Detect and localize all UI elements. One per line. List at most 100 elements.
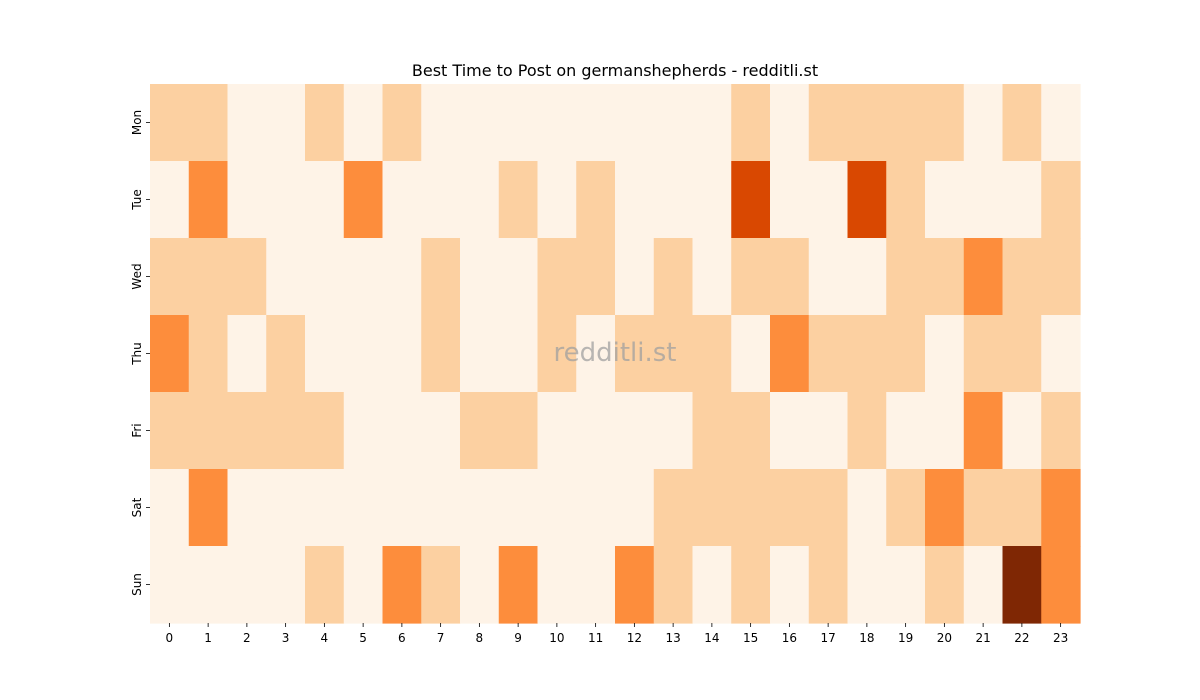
- heatmap-cell-sun-13: [653, 546, 694, 624]
- heatmap-cell-tue-7: [421, 161, 461, 239]
- y-tick-label-sun: Sun: [130, 573, 144, 596]
- heatmap-cell-tue-5: [343, 161, 384, 239]
- heatmap-cell-sat-15: [731, 469, 771, 547]
- heatmap-cell-sun-0: [150, 546, 190, 624]
- heatmap-cell-sun-4: [305, 546, 345, 624]
- heatmap-cell-sun-15: [731, 546, 771, 624]
- x-tick-label-18: 18: [859, 631, 874, 645]
- heatmap-cell-tue-10: [537, 161, 577, 239]
- heatmap-cell-wed-4: [305, 238, 345, 316]
- heatmap-cell-fri-21: [963, 392, 1004, 470]
- heatmap-cell-tue-17: [808, 161, 849, 239]
- heatmap-cell-fri-16: [770, 392, 810, 470]
- heatmap-cell-wed-13: [653, 238, 694, 316]
- heatmap-cell-fri-15: [731, 392, 771, 470]
- heatmap-cell-tue-19: [886, 161, 926, 239]
- heatmap-cell-fri-19: [886, 392, 926, 470]
- heatmap-cell-fri-23: [1041, 392, 1081, 470]
- heatmap-cell-sat-17: [808, 469, 849, 547]
- heatmap-cell-thu-8: [460, 315, 500, 393]
- heatmap-cell-fri-6: [382, 392, 422, 470]
- x-tick-label-16: 16: [782, 631, 797, 645]
- heatmap-cell-mon-22: [1002, 84, 1042, 162]
- heatmap-cell-tue-21: [963, 161, 1004, 239]
- heatmap-cell-wed-20: [925, 238, 965, 316]
- heatmap-cell-sun-6: [382, 546, 422, 624]
- heatmap-cell-thu-20: [925, 315, 965, 393]
- heatmap-cell-thu-11: [576, 315, 616, 393]
- x-tick-label-0: 0: [166, 631, 174, 645]
- heatmap-cell-wed-1: [188, 238, 229, 316]
- heatmap-cell-thu-13: [653, 315, 694, 393]
- x-tick-label-8: 8: [476, 631, 484, 645]
- heatmap-cell-mon-14: [692, 84, 732, 162]
- y-tick-label-fri: Fri: [130, 423, 144, 437]
- heatmap-cell-thu-18: [847, 315, 887, 393]
- x-tick-label-22: 22: [1014, 631, 1029, 645]
- heatmap-cell-fri-20: [925, 392, 965, 470]
- heatmap-cell-sun-1: [188, 546, 229, 624]
- y-tick-label-wed: Wed: [130, 263, 144, 289]
- heatmap-cell-sun-16: [770, 546, 810, 624]
- heatmap-cell-tue-12: [615, 161, 655, 239]
- heatmap-cell-thu-22: [1002, 315, 1042, 393]
- heatmap-cell-sun-21: [963, 546, 1004, 624]
- heatmap-cell-mon-6: [382, 84, 422, 162]
- heatmap-cell-mon-8: [460, 84, 500, 162]
- heatmap-cell-tue-4: [305, 161, 345, 239]
- x-tick-label-11: 11: [588, 631, 603, 645]
- heatmap-cell-mon-9: [498, 84, 539, 162]
- heatmap-cell-thu-19: [886, 315, 926, 393]
- heatmap-cell-wed-22: [1002, 238, 1042, 316]
- heatmap-cell-sun-3: [266, 546, 306, 624]
- heatmap-cell-mon-17: [808, 84, 849, 162]
- y-axis: Mon Tue Wed Thu Fri Sat Sun: [130, 110, 150, 596]
- heatmap-cell-thu-14: [692, 315, 732, 393]
- x-tick-label-13: 13: [665, 631, 680, 645]
- heatmap-cell-wed-21: [963, 238, 1004, 316]
- heatmap-cell-tue-6: [382, 161, 422, 239]
- heatmap-cell-sat-11: [576, 469, 616, 547]
- heatmap-cell-wed-18: [847, 238, 887, 316]
- heatmap-cell-fri-14: [692, 392, 732, 470]
- heatmap-cell-thu-3: [266, 315, 306, 393]
- x-tick-label-15: 15: [743, 631, 758, 645]
- heatmap-cell-sat-5: [343, 469, 384, 547]
- heatmap-cell-fri-9: [498, 392, 539, 470]
- heatmap-cell-fri-18: [847, 392, 887, 470]
- heatmap-cell-tue-22: [1002, 161, 1042, 239]
- x-tick-label-23: 23: [1053, 631, 1068, 645]
- heatmap-cell-thu-1: [188, 315, 229, 393]
- heatmap-cell-sat-0: [150, 469, 190, 547]
- heatmap-cell-sat-3: [266, 469, 306, 547]
- heatmap-cell-tue-3: [266, 161, 306, 239]
- heatmap-cell-sun-17: [808, 546, 849, 624]
- heatmap-cell-wed-9: [498, 238, 539, 316]
- heatmap-cell-thu-15: [731, 315, 771, 393]
- heatmap-cell-fri-3: [266, 392, 306, 470]
- heatmap-cell-mon-15: [731, 84, 771, 162]
- heatmap-cell-sun-22: [1002, 546, 1042, 624]
- heatmap-cell-sun-19: [886, 546, 926, 624]
- x-tick-label-12: 12: [627, 631, 642, 645]
- heatmap-cell-sat-6: [382, 469, 422, 547]
- x-axis: 0 1 2 3 4 5 6 7 8 9 10 11 12 13 14 15 16 17 18 19 20 21 22 23: [166, 623, 1068, 645]
- heatmap-cell-fri-2: [227, 392, 267, 470]
- heatmap-cell-sat-12: [615, 469, 655, 547]
- x-tick-label-20: 20: [937, 631, 952, 645]
- heatmap-cell-tue-11: [576, 161, 616, 239]
- heatmap-cell-wed-3: [266, 238, 306, 316]
- heatmap-cell-mon-11: [576, 84, 616, 162]
- heatmap-cell-sun-20: [925, 546, 965, 624]
- heatmap-cell-tue-14: [692, 161, 732, 239]
- heatmap-cell-sat-10: [537, 469, 577, 547]
- heatmap-cell-wed-5: [343, 238, 384, 316]
- heatmap-cell-sat-21: [963, 469, 1004, 547]
- heatmap-cell-sat-14: [692, 469, 732, 547]
- heatmap-cell-mon-4: [305, 84, 345, 162]
- heatmap-cell-sun-14: [692, 546, 732, 624]
- heatmap-cell-fri-1: [188, 392, 229, 470]
- heatmap-cell-sat-4: [305, 469, 345, 547]
- heatmap-cell-mon-19: [886, 84, 926, 162]
